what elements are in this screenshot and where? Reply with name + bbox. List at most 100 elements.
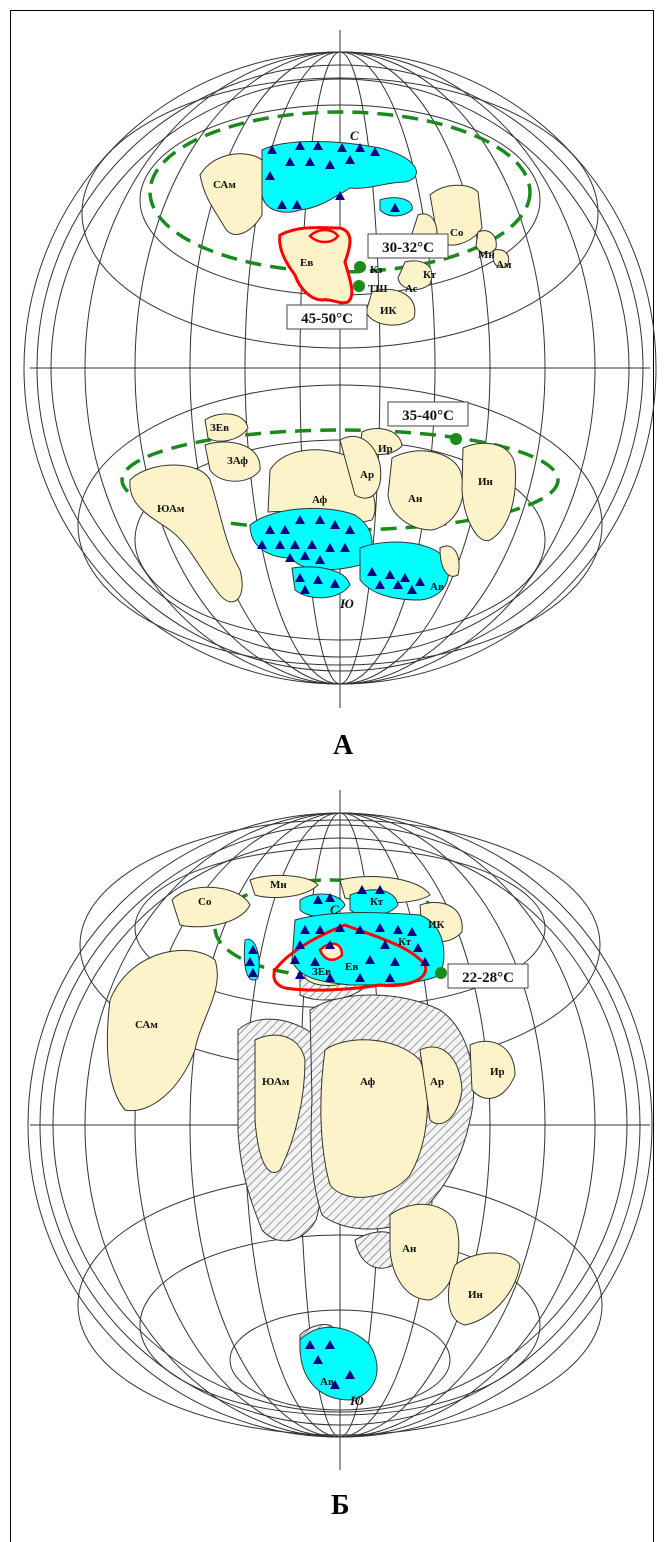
- label-ir-b: Ир: [490, 1066, 505, 1078]
- glacier-markers-a: [257, 141, 425, 594]
- glacier-triangle: [390, 957, 400, 966]
- glacier-north-a: [261, 141, 417, 213]
- glacier-triangle: [300, 925, 310, 934]
- land-am-a: [492, 249, 510, 268]
- glacier-triangle: [393, 925, 403, 934]
- pole-north-a: С: [350, 128, 359, 143]
- label-af-b: Аф: [360, 1076, 376, 1088]
- globe-a: 30-32°С 45-50°С 35-40°С С Ю Кз ТШ САм Со…: [23, 30, 657, 708]
- figure-frame: [10, 10, 654, 1542]
- glacier-triangle: [335, 191, 345, 200]
- svg-text:30-32°С: 30-32°С: [382, 240, 434, 256]
- label-ar-b: Ар: [430, 1076, 444, 1088]
- glacier-triangle: [420, 957, 430, 966]
- glacier-triangle: [325, 160, 335, 169]
- land-ir-b: [469, 1040, 516, 1099]
- label-av-b: Ав: [320, 1376, 334, 1388]
- land-as-a: [397, 260, 433, 291]
- label-yuam-b: ЮАм: [262, 1076, 290, 1088]
- svg-text:22-28°С: 22-28°С: [462, 970, 514, 986]
- glacier-triangle: [330, 520, 340, 529]
- glacier-triangle: [345, 155, 355, 164]
- label-zev-b: ЗЕв: [312, 966, 331, 978]
- label-an-a: Ан: [408, 493, 423, 505]
- glacier-triangle: [315, 555, 325, 564]
- label-tsh: ТШ: [368, 283, 387, 295]
- glacier-triangle: [265, 171, 275, 180]
- label-kt2-b: Кт: [398, 936, 412, 948]
- label-mn-a: Мн: [478, 249, 495, 261]
- ev-outline-b: [272, 923, 428, 992]
- glacier-triangle: [325, 893, 335, 902]
- land-ar-a: [339, 435, 382, 499]
- land-zev-a: [204, 413, 249, 442]
- glacier-triangle: [305, 1340, 315, 1349]
- glacier-triangle: [300, 551, 310, 560]
- temp-box-a2: 45-50°С: [286, 304, 368, 330]
- land-ar-b: [419, 1046, 463, 1125]
- glacier-triangle: [330, 1380, 340, 1389]
- glacier-triangle: [267, 145, 277, 154]
- svg-text:35-40°С: 35-40°С: [402, 408, 454, 424]
- temp-box-a1: 30-32°С: [367, 233, 449, 259]
- temp-box-b1: 22-28°С: [447, 963, 529, 989]
- glacier-triangle: [245, 957, 255, 966]
- land-yuam-a: [129, 464, 243, 603]
- glacier-triangle: [295, 573, 305, 582]
- label-yuam-a: ЮАм: [157, 503, 185, 515]
- glacier-triangle: [285, 553, 295, 562]
- glacier-triangle: [337, 143, 347, 152]
- glacier-triangle: [325, 973, 335, 982]
- glacier-triangle: [257, 540, 267, 549]
- glacier-triangle: [305, 157, 315, 166]
- land-ik-a: [365, 288, 416, 326]
- glacier-triangle: [265, 525, 275, 534]
- glacier-triangle: [295, 940, 305, 949]
- label-kz: Кз: [370, 264, 383, 276]
- land-zaf-a: [204, 441, 261, 482]
- label-ir-a: Ир: [378, 443, 393, 455]
- land-so-b: [171, 886, 251, 928]
- land-yuam-b: [254, 1034, 306, 1173]
- glacier-triangle: [277, 200, 287, 209]
- glacier-triangle: [385, 973, 395, 982]
- glacier-triangle: [407, 585, 417, 594]
- land-in-b: [447, 1252, 521, 1326]
- label-zev-a: ЗЕв: [210, 422, 229, 434]
- land-sam-b: [106, 949, 218, 1112]
- glacier-markers-b: [245, 885, 430, 1389]
- pole-south-a: Ю: [339, 596, 354, 611]
- ev-outline-a: [278, 226, 354, 305]
- label-in-b: Ин: [468, 1289, 484, 1301]
- glacier-triangle: [370, 147, 380, 156]
- land-sam-a: [199, 153, 263, 235]
- glacier-triangle: [365, 955, 375, 964]
- glacier-triangle: [313, 141, 323, 150]
- label-am-a: Ам: [496, 259, 512, 271]
- land-in-a: [461, 442, 517, 542]
- glacier-triangle: [355, 925, 365, 934]
- glacier-triangle: [313, 895, 323, 904]
- temp-box-a3: 35-40°С: [387, 401, 469, 427]
- glacier-triangle: [345, 525, 355, 534]
- glacier-triangle: [367, 567, 377, 576]
- glacier-triangle: [325, 543, 335, 552]
- land-an-a: [387, 450, 464, 531]
- glacier-triangle: [393, 580, 403, 589]
- point-south-a: [450, 433, 462, 445]
- land-mn-b: [249, 875, 319, 899]
- label-kt-a: Кт: [423, 269, 437, 281]
- glacier-triangle: [413, 943, 423, 952]
- glacier-triangle: [380, 940, 390, 949]
- pole-south-b: Ю: [349, 1393, 364, 1408]
- land-af-b: [320, 1039, 428, 1198]
- label-ik-b: ИК: [428, 919, 445, 931]
- point-b: [435, 967, 447, 979]
- glacier-triangle: [390, 203, 400, 212]
- glacier-triangle: [300, 585, 310, 594]
- label-zaf-a: ЗАф: [227, 455, 248, 467]
- glacier-triangle: [248, 945, 258, 954]
- glacier-triangle: [415, 577, 425, 586]
- glacier-triangle: [313, 575, 323, 584]
